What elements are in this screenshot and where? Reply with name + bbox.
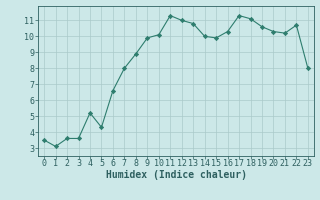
- X-axis label: Humidex (Indice chaleur): Humidex (Indice chaleur): [106, 170, 246, 180]
